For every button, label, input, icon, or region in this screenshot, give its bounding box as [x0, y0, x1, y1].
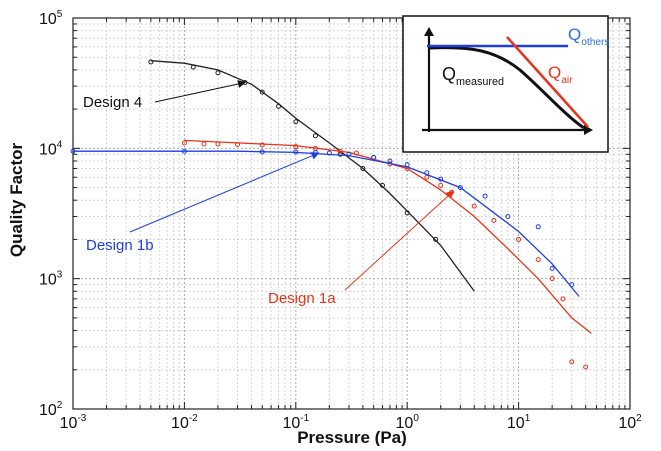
- annotation-arrow: [130, 153, 319, 232]
- x-tick-base: 10: [171, 415, 189, 432]
- inset-label-q-measured-main: Q: [442, 64, 456, 84]
- x-tick-base: 10: [60, 415, 78, 432]
- x-tick-label: 10-3: [60, 413, 87, 432]
- x-axis-title: Pressure (Pa): [297, 428, 407, 446]
- series-design-1a: [182, 140, 591, 369]
- series-fit-line: [184, 140, 591, 333]
- series-design-1b: [71, 149, 579, 296]
- y-tick-label: 104: [39, 139, 63, 158]
- y-tick-base: 10: [39, 11, 57, 28]
- y-tick-exponent: 5: [57, 9, 63, 20]
- x-tick-base: 10: [618, 415, 636, 432]
- y-axis-title: Quality Factor: [7, 142, 26, 257]
- x-tick-exponent: -2: [189, 413, 198, 424]
- annotation-label-design-4: Design 4: [83, 94, 142, 111]
- annotations: Design 4 Design 1b Design 1a: [83, 82, 453, 307]
- y-tick-exponent: 2: [57, 400, 63, 411]
- x-tick-exponent: -1: [300, 413, 309, 424]
- inset-label-q-measured-sub: measured: [456, 76, 504, 88]
- inset-label-q-others-sub: others: [581, 37, 609, 48]
- x-tick-base: 10: [507, 415, 525, 432]
- x-tick-exponent: 1: [525, 413, 531, 424]
- data-point: [536, 225, 540, 229]
- y-tick-base: 10: [39, 272, 57, 289]
- x-tick-exponent: 0: [413, 413, 419, 424]
- y-tick-exponent: 3: [57, 270, 63, 281]
- y-tick-base: 10: [39, 141, 57, 158]
- data-point: [202, 142, 206, 146]
- x-tick-exponent: -3: [77, 413, 86, 424]
- data-point: [313, 134, 317, 138]
- x-tick-label: 102: [618, 413, 642, 432]
- x-tick-label: 10-2: [171, 413, 198, 432]
- x-tick-exponent: 2: [636, 413, 642, 424]
- y-tick-label: 103: [39, 270, 63, 289]
- y-tick-base: 10: [39, 402, 57, 419]
- annotation-label-design-1a: Design 1a: [268, 290, 336, 307]
- inset-label-q-air-main: Q: [548, 63, 561, 82]
- annotation-label-design-1b: Design 1b: [86, 237, 154, 254]
- inset-label-q-others-main: Q: [568, 25, 581, 44]
- inset-label-q-air-sub: air: [561, 75, 573, 86]
- x-tick-label: 101: [507, 413, 531, 432]
- data-point: [191, 65, 195, 69]
- data-point: [536, 258, 540, 262]
- annotation-arrow: [155, 82, 245, 102]
- y-tick-exponent: 4: [57, 139, 63, 150]
- y-tick-label: 105: [39, 9, 63, 28]
